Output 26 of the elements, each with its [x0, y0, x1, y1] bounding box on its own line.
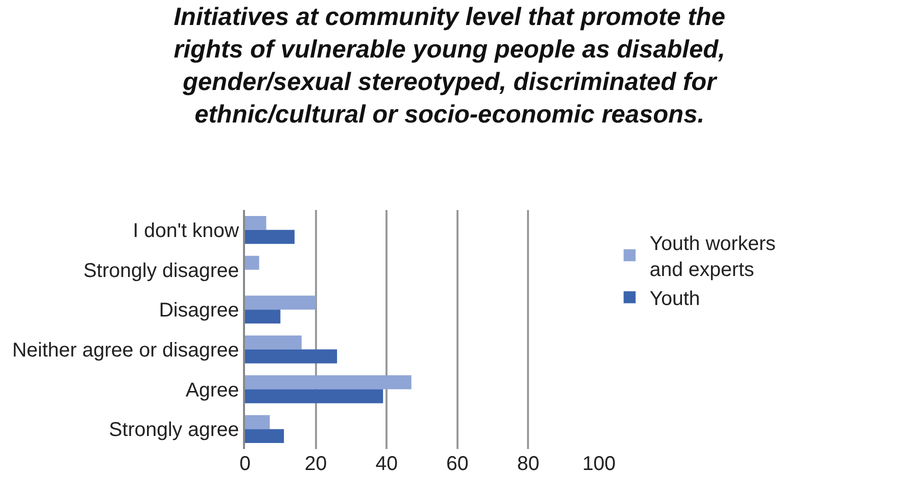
bar [245, 216, 266, 230]
bar [245, 429, 284, 444]
bar [245, 296, 316, 310]
bar [245, 349, 338, 364]
bar [245, 230, 295, 244]
bar [245, 310, 280, 324]
x-tick-label: 40 [375, 453, 398, 475]
x-tick-label: 20 [304, 453, 327, 475]
x-tick-label: 60 [446, 453, 469, 475]
y-tick-label: Disagree [158, 300, 239, 322]
x-tick-label: 100 [582, 453, 616, 475]
y-tick-label: Strongly agree [108, 419, 239, 442]
bar [245, 256, 260, 270]
y-tick-label: Neither agree or disagree [12, 339, 239, 362]
legend-label: Youth [650, 288, 700, 310]
legend-label: Youth workers and experts [650, 233, 776, 282]
x-tick-label: 0 [239, 453, 251, 475]
bar [245, 415, 270, 430]
bar [245, 389, 384, 404]
y-tick-label: Strongly disagree [83, 260, 239, 282]
bar [245, 335, 302, 350]
y-tick-label: I don't know [132, 220, 240, 242]
x-tick-label: 80 [517, 453, 540, 475]
y-tick-label: Agree [186, 379, 239, 402]
chart-title: Initiatives at community level that promote the rights of vulnerable young people as disabled, gender/sexual stereotyped, discriminated for ethnic/cultural or socio-economic reasons. [174, 2, 726, 128]
bar [245, 375, 412, 390]
